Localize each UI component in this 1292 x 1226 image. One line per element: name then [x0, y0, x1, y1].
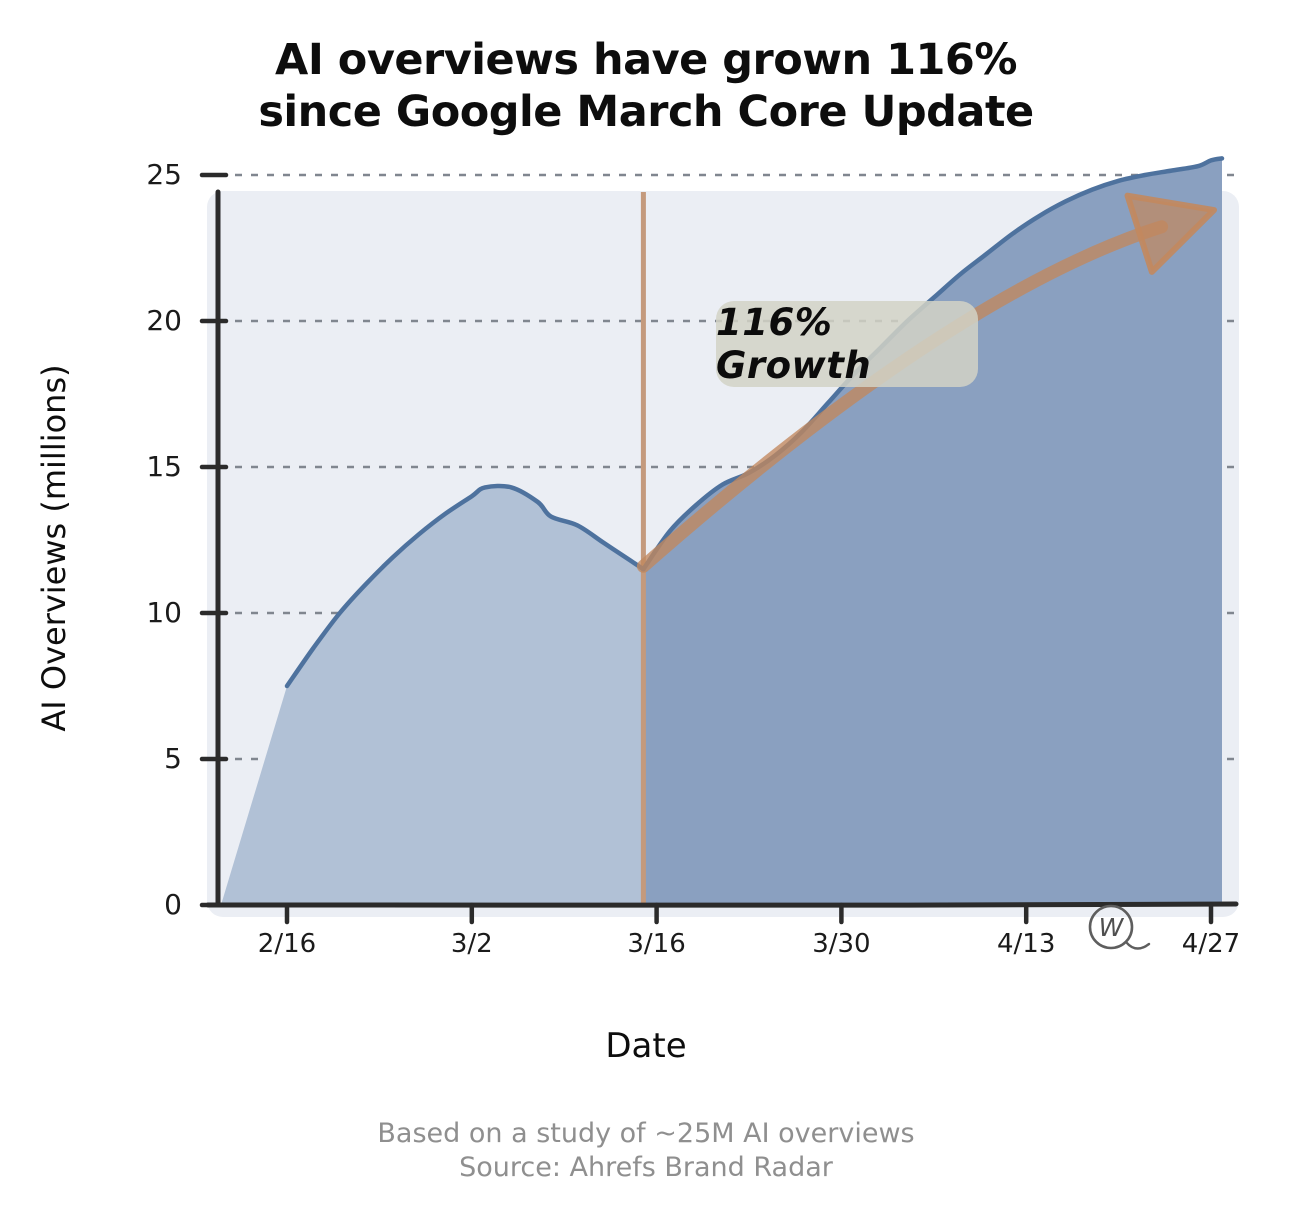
watermark-letter: W	[1099, 913, 1125, 942]
y-tick-label: 0	[164, 888, 182, 921]
growth-annotation-label: 116% Growth	[716, 301, 872, 387]
y-tick-label: 20	[146, 304, 182, 337]
x-tick-label: 3/16	[627, 929, 686, 959]
footer-source-note: Source: Ahrefs Brand Radar	[459, 1152, 833, 1183]
chart-title: AI overviews have grown 116% since Googl…	[0, 34, 1292, 139]
watermark-circle	[1088, 904, 1134, 950]
y-tick-label: 10	[146, 596, 182, 629]
chart-title-line1: AI overviews have grown 116%	[275, 35, 1017, 85]
watermark-logo: W	[1088, 904, 1151, 950]
footer-study-note: Based on a study of ~25M AI overviews	[377, 1118, 915, 1149]
y-tick-label: 15	[146, 450, 182, 483]
chart-title-line2: since Google March Core Update	[258, 87, 1034, 138]
x-axis-label: Date	[605, 1026, 687, 1066]
y-tick-label: 5	[164, 742, 182, 775]
x-tick-label: 4/27	[1181, 929, 1241, 959]
x-tick-label: 3/30	[812, 929, 871, 959]
x-tick-label: 2/16	[257, 929, 317, 959]
x-tick-label: 3/2	[450, 929, 493, 959]
x-tick-label: 4/13	[996, 929, 1056, 959]
growth-annotation-box: 116% Growth	[716, 301, 978, 387]
y-tick-label: 25	[146, 158, 182, 191]
watermark-swoosh	[1124, 940, 1151, 950]
